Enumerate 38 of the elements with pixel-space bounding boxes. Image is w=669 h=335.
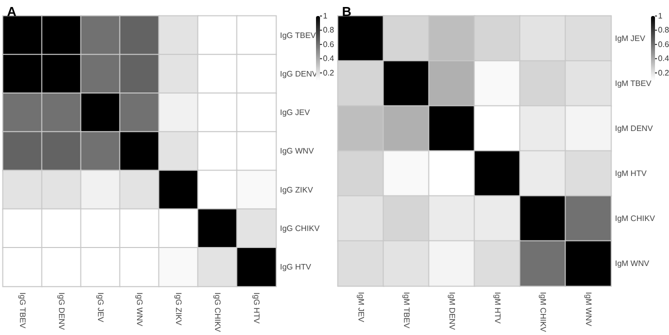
y-tick-label: IgG WNV: [280, 146, 314, 156]
y-tick-label: IgG ZIKV: [280, 185, 314, 194]
x-tick-label: IgM CHIKV: [538, 292, 548, 333]
y-tick-label: IgM CHIKV: [615, 214, 656, 223]
chart-title: B: [342, 4, 352, 19]
x-tick-label: IgG CHIKV: [213, 292, 222, 333]
y-tick-label: IgG CHIKV: [280, 224, 320, 233]
chart-title: A: [7, 4, 17, 19]
color-bar-label: 1: [323, 12, 328, 20]
y-tick-label: IgM TBEV: [615, 79, 652, 88]
x-tick-label: IgM DENV: [447, 292, 456, 330]
color-bar-label: 0.2: [658, 68, 669, 78]
color-bar-label: 1: [658, 12, 663, 20]
x-tick-label: IgG TBEV: [18, 292, 27, 329]
x-tick-label: IgG HTV: [252, 292, 261, 324]
y-tick-label: IgG TBEV: [280, 30, 317, 40]
color-bar-label: 0.6: [658, 40, 669, 49]
color-bar-label: 0.4: [658, 54, 669, 64]
y-tick-label: IgM JEV: [615, 34, 646, 43]
x-tick-label: IgG JEV: [96, 292, 105, 323]
y-tick-label: IgG HTV: [280, 262, 312, 272]
color-bar-label: 0.8: [323, 26, 335, 35]
x-tick-label: IgG ZIKV: [174, 292, 183, 326]
y-tick-label: IgG JEV: [280, 108, 310, 118]
x-tick-label: IgG WNV: [135, 292, 144, 327]
x-tick-label: IgG DENV: [57, 292, 66, 330]
x-tick-label: IgM WNV: [584, 292, 593, 327]
y-tick-label: IgM WNV: [615, 258, 650, 268]
x-tick-label: IgM TBEV: [402, 292, 411, 329]
y-tick-label: IgM HTV: [615, 168, 648, 178]
y-tick-label: IgM DENV: [615, 124, 654, 133]
color-bar-label: 0.4: [323, 54, 335, 64]
x-tick-label: IgM JEV: [356, 292, 366, 323]
color-bar-label: 0.2: [323, 68, 335, 78]
y-tick-label: IgG DENV: [280, 69, 318, 78]
color-bar-label: 0.6: [323, 40, 335, 49]
color-bar-label: 0.8: [658, 26, 669, 35]
x-tick-label: IgM HTV: [492, 292, 502, 324]
